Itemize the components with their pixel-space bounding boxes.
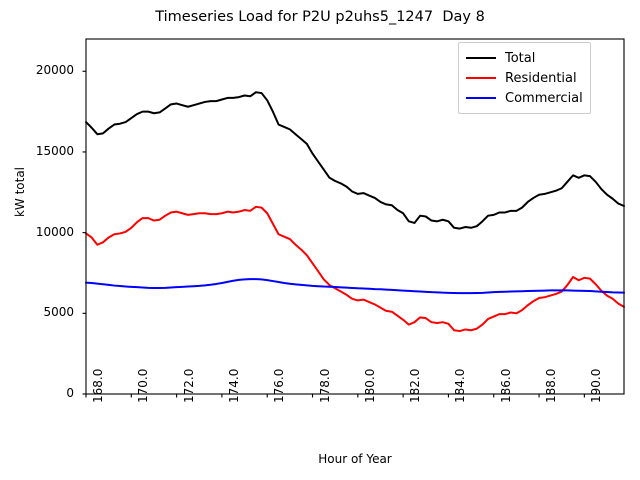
legend-item-label: Commercial [505,90,583,106]
legend-item-residential[interactable]: Residential [466,68,583,88]
data-lines [85,91,625,333]
legend-item-label: Total [505,50,536,66]
x-tick-label: 186.0 [498,368,513,403]
y-tick-label: 20000 [35,63,74,78]
legend-color-swatch-icon [466,77,496,79]
legend-color-swatch-icon [466,57,496,59]
y-tick-label: 10000 [35,224,74,239]
y-tick-label: 15000 [35,143,74,158]
plot-frame [85,38,625,395]
series-line-residential [85,205,625,333]
y-tick-label: 0 [66,386,74,400]
series-line-commercial [85,278,625,295]
x-tick-label: 190.0 [589,368,604,403]
legend-item-total[interactable]: Total [466,48,583,68]
x-tick-label: 188.0 [544,368,559,403]
x-tick-label: 174.0 [226,368,241,403]
chart-legend[interactable]: Total Residential Commercial [458,42,591,114]
x-tick-label: 168.0 [91,368,105,403]
x-tick-label: 184.0 [453,368,468,403]
x-tick-label: 170.0 [136,368,151,403]
chart-title: Timeseries Load for P2U p2uhs5_1247 Day … [155,9,485,25]
x-tick-label: 172.0 [181,368,196,403]
series-line-total [85,91,625,230]
legend-color-swatch-icon [466,97,496,99]
x-tick-label: 182.0 [408,368,423,403]
y-tick-label: 5000 [43,305,74,320]
legend-item-label: Residential [505,70,577,86]
x-tick-label: 176.0 [272,368,287,403]
x-tick-label: 178.0 [317,368,332,403]
axis-ticks [82,70,585,398]
x-tick-label: 180.0 [362,368,377,403]
x-axis-label: Hour of Year [318,452,392,466]
legend-item-commercial[interactable]: Commercial [466,88,583,108]
y-axis-label: kW total [13,166,27,218]
